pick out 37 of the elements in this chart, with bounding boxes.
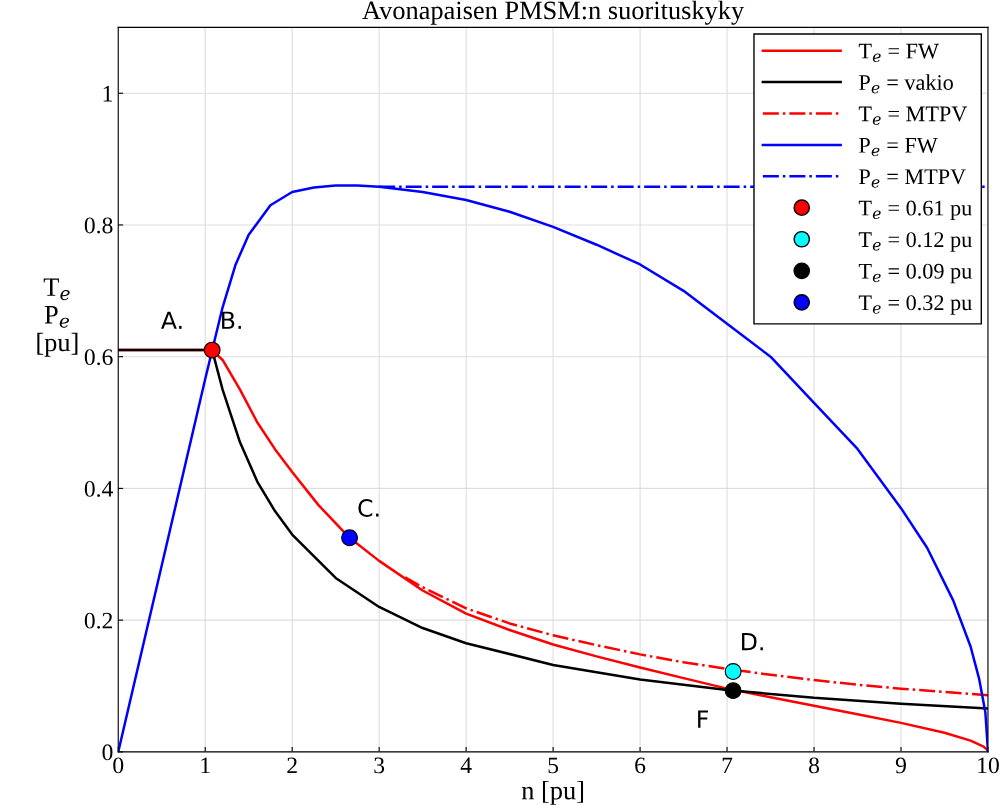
x-tick-label: 7	[722, 757, 733, 774]
y-tick-label: 0	[102, 744, 113, 761]
legend-label: T$_{e}$ = 0.09 pu	[858, 263, 972, 284]
x-tick-label: 5	[548, 757, 559, 774]
y-tick-label: 1	[103, 85, 112, 102]
legend-label: T$_{e}$ = 0.61 pu	[858, 200, 972, 221]
chart-title: Avonapaisen PMSM:n suorituskyky	[362, 0, 745, 25]
y-tick-label: 0.6	[84, 349, 113, 366]
x-tick-label: 6	[635, 757, 646, 774]
legend-label: P$_{e}$ = vakio	[859, 74, 953, 94]
x-tick-label: 8	[809, 757, 820, 774]
y-tick-label: 0.8	[84, 217, 113, 234]
x-tick-label: 4	[460, 757, 472, 774]
x-tick-label: 9	[895, 757, 906, 774]
legend-label: P$_{e}$ = FW	[859, 138, 938, 157]
annotation: F	[698, 710, 708, 728]
point	[341, 529, 359, 547]
x-tick-label: 1	[201, 757, 210, 774]
x-axis-title: n [pu]	[521, 780, 584, 805]
point	[724, 663, 742, 680]
annotation: D.	[742, 633, 763, 651]
legend-label: T$_{e}$ = FW	[858, 43, 939, 63]
y-tick-label: 0.4	[84, 480, 114, 497]
legend-label: T$_{e}$ = 0.32 pu	[858, 295, 972, 315]
point	[724, 682, 742, 700]
annotation: C.	[358, 499, 379, 517]
legend-label: P$_{e}$ = MTPV	[859, 169, 966, 188]
legend-label: T$_{e}$ = MTPV	[858, 106, 968, 125]
x-tick-label: 3	[374, 757, 385, 774]
point	[203, 341, 221, 359]
annotation: B.	[222, 311, 241, 329]
legend-label: T$_{e}$ = 0.12 pu	[858, 232, 972, 252]
x-tick-label: 2	[287, 757, 297, 774]
y-axis-title: T$_{e}$ P$_{e}$ [pu]	[37, 278, 78, 357]
y-tick-label: 0.2	[84, 612, 113, 629]
annotation: A.	[161, 311, 182, 329]
x-tick-label: 10	[978, 757, 999, 774]
